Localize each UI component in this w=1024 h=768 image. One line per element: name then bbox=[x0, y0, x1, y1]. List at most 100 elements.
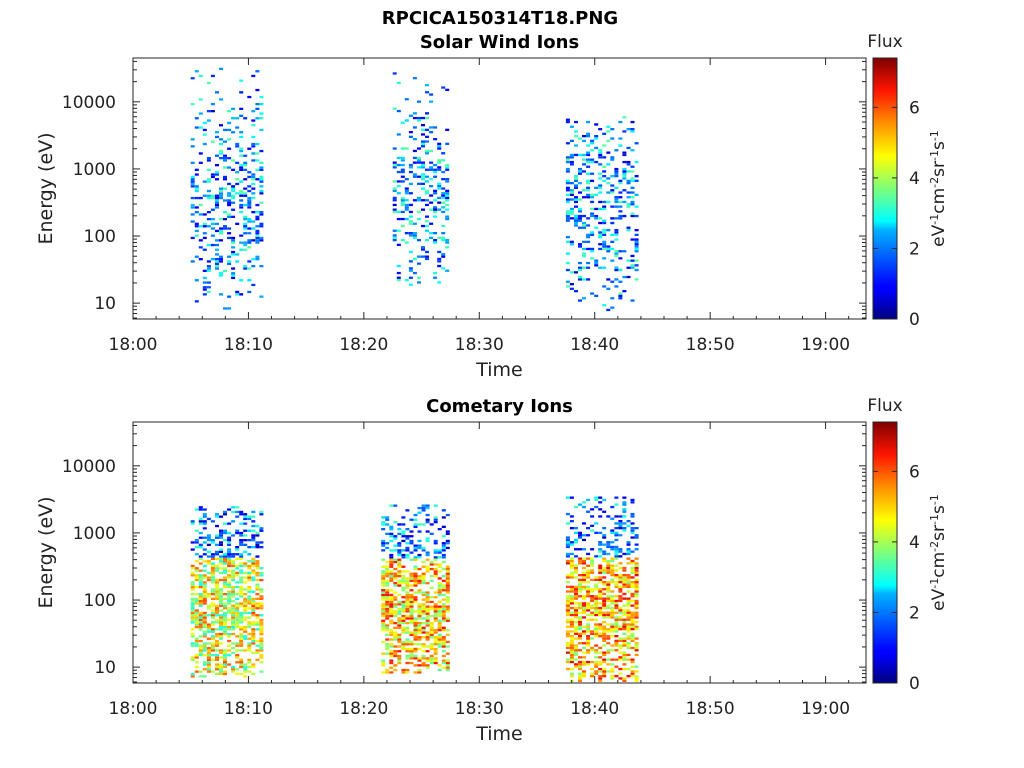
heatmap-cell bbox=[251, 639, 256, 643]
heatmap-cell bbox=[630, 214, 635, 218]
heatmap-cell bbox=[231, 569, 236, 572]
heatmap-cell bbox=[622, 569, 627, 572]
heatmap-cell bbox=[429, 626, 434, 629]
heatmap-cell bbox=[219, 649, 223, 652]
heatmap-cell bbox=[618, 257, 623, 260]
heatmap-cell bbox=[247, 260, 252, 263]
heatmap-cell bbox=[594, 226, 599, 229]
heatmap-cell bbox=[578, 172, 582, 175]
heatmap-cell bbox=[594, 644, 599, 647]
heatmap-cell bbox=[586, 132, 591, 135]
heatmap-cell bbox=[381, 528, 386, 531]
heatmap-cell bbox=[227, 550, 232, 553]
heatmap-cell bbox=[235, 604, 240, 607]
heatmap-cell bbox=[206, 593, 211, 596]
heatmap-cell bbox=[219, 192, 223, 195]
heatmap-cell bbox=[385, 603, 390, 606]
heatmap-cell bbox=[445, 128, 450, 131]
heatmap-cell bbox=[565, 214, 570, 218]
heatmap-cell bbox=[445, 189, 450, 192]
heatmap-cell bbox=[239, 149, 244, 153]
heatmap-cell bbox=[433, 643, 438, 646]
heatmap-cell bbox=[610, 578, 615, 581]
heatmap-cell bbox=[219, 536, 223, 539]
heatmap-cell bbox=[437, 236, 442, 239]
heatmap-cell bbox=[219, 189, 223, 193]
heatmap-cell bbox=[223, 581, 227, 584]
heatmap-cell bbox=[602, 625, 607, 628]
heatmap-cell bbox=[231, 131, 236, 134]
heatmap-cell bbox=[243, 628, 248, 631]
heatmap-cell bbox=[393, 614, 398, 618]
heatmap-cell bbox=[215, 543, 219, 546]
heatmap-cell bbox=[441, 509, 446, 512]
heatmap-cell bbox=[405, 549, 410, 552]
heatmap-cell bbox=[417, 614, 422, 618]
heatmap-cell bbox=[231, 560, 236, 563]
heatmap-cell bbox=[565, 555, 570, 558]
heatmap-cell bbox=[634, 679, 639, 682]
heatmap-cell bbox=[594, 623, 599, 626]
heatmap-cell bbox=[202, 520, 207, 523]
heatmap-cell bbox=[381, 582, 386, 585]
heatmap-cell bbox=[235, 616, 240, 619]
heatmap-cell bbox=[565, 522, 570, 525]
heatmap-cell bbox=[574, 184, 578, 187]
heatmap-cell bbox=[614, 675, 619, 678]
heatmap-cell bbox=[578, 606, 582, 610]
heatmap-cell bbox=[590, 599, 595, 603]
heatmap-cell bbox=[206, 571, 211, 575]
heatmap-cell bbox=[409, 579, 414, 582]
heatmap-cell bbox=[630, 128, 635, 131]
heatmap-cell bbox=[598, 233, 603, 236]
heatmap-cell bbox=[614, 585, 619, 588]
heatmap-cell bbox=[227, 307, 232, 310]
heatmap-cell bbox=[206, 637, 211, 640]
heatmap-cell bbox=[385, 560, 390, 564]
heatmap-cell bbox=[409, 643, 414, 646]
heatmap-cell bbox=[425, 605, 430, 608]
heatmap-cell bbox=[578, 667, 582, 671]
heatmap-cell bbox=[569, 656, 574, 659]
heatmap-cell bbox=[578, 214, 582, 218]
heatmap-cells bbox=[190, 67, 639, 312]
heatmap-cell bbox=[247, 290, 252, 294]
heatmap-cell bbox=[574, 548, 578, 551]
heatmap-cell bbox=[626, 599, 631, 603]
heatmap-cell bbox=[385, 546, 390, 550]
heatmap-cell bbox=[251, 536, 256, 539]
heatmap-cell bbox=[227, 262, 232, 265]
heatmap-cell bbox=[569, 625, 574, 628]
heatmap-cell bbox=[392, 236, 397, 239]
heatmap-cell bbox=[223, 531, 227, 535]
heatmap-cell bbox=[594, 663, 599, 666]
heatmap-cell bbox=[247, 597, 252, 600]
heatmap-cell bbox=[385, 567, 390, 571]
heatmap-cell bbox=[389, 528, 394, 531]
heatmap-cell bbox=[626, 635, 631, 638]
heatmap-cell bbox=[421, 560, 426, 564]
heatmap-cell bbox=[602, 144, 607, 147]
heatmap-cell bbox=[630, 266, 635, 269]
heatmap-cell bbox=[614, 548, 619, 551]
heatmap-cell bbox=[606, 139, 611, 142]
heatmap-cell bbox=[634, 665, 639, 668]
heatmap-cell bbox=[223, 585, 227, 589]
heatmap-cell bbox=[586, 510, 591, 513]
heatmap-cell bbox=[445, 584, 450, 587]
heatmap-cell bbox=[590, 606, 595, 610]
heatmap-cell bbox=[417, 199, 421, 202]
heatmap-cell bbox=[626, 226, 631, 229]
heatmap-cell bbox=[401, 629, 406, 632]
heatmap-cell bbox=[210, 555, 215, 558]
heatmap-cell bbox=[227, 536, 232, 539]
heatmap-cell bbox=[425, 551, 430, 554]
heatmap-cell bbox=[606, 552, 611, 556]
heatmap-cell bbox=[618, 576, 623, 579]
heatmap-cell bbox=[223, 604, 227, 607]
colorbar-gradient bbox=[872, 57, 898, 320]
heatmap-cell bbox=[618, 182, 623, 185]
heatmap-cell bbox=[413, 638, 418, 641]
heatmap-cell bbox=[223, 593, 227, 596]
